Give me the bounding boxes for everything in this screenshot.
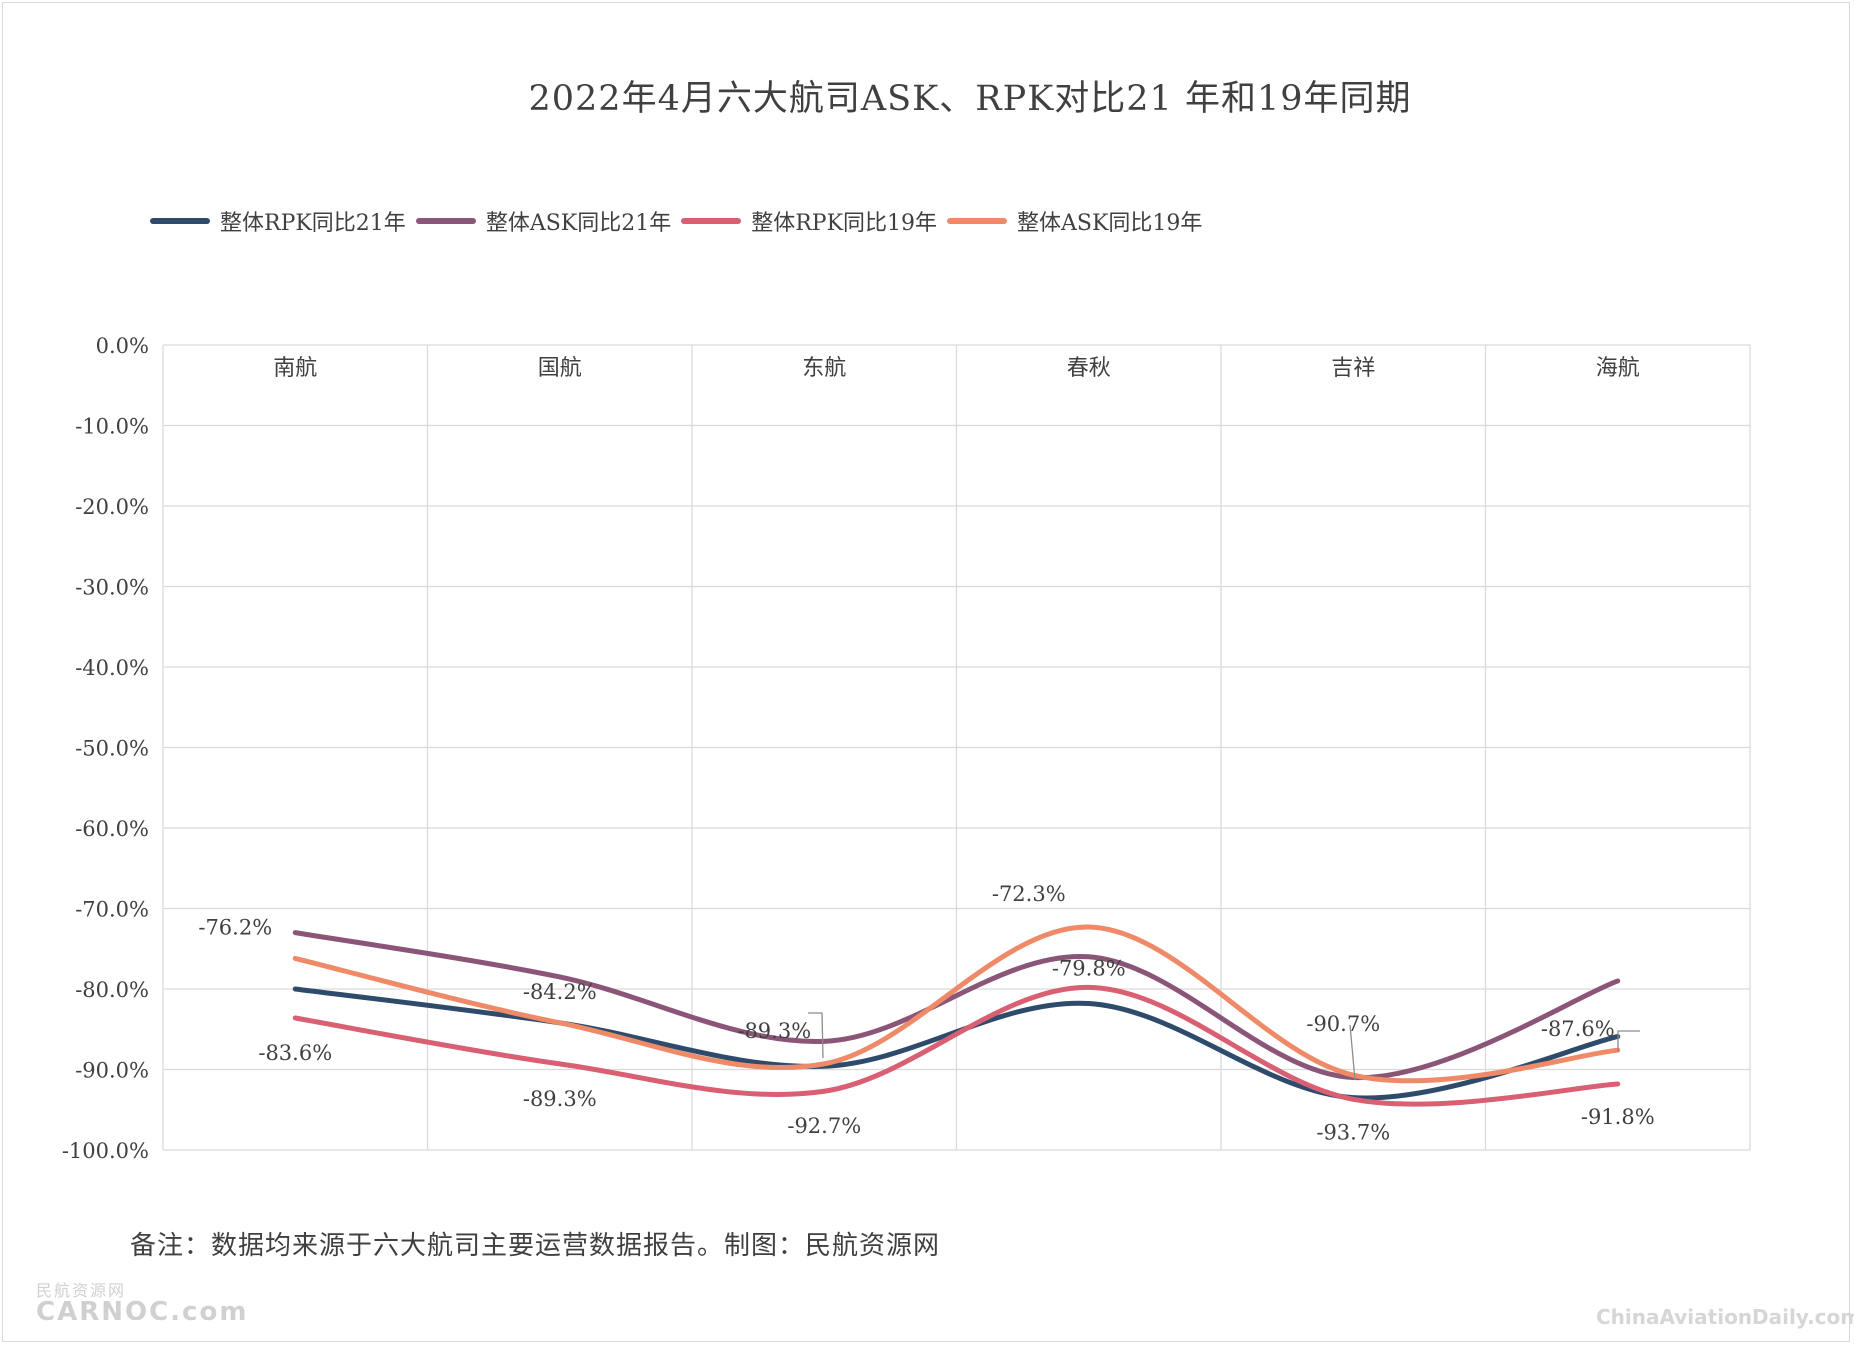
x-tick-label: 东航 [802,356,846,381]
data-point [1615,1081,1620,1086]
data-label: -84.2% [523,980,597,1004]
chart-legend: 整体RPK同比21年 整体ASK同比21年 整体RPK同比19年 整体ASK同比… [150,205,1202,237]
y-tick-label: -50.0% [75,737,149,761]
data-point [557,1020,562,1025]
chart-title: 2022年4月六大航司ASK、RPK对比21 年和19年同期 [528,79,1412,119]
legend-swatch-rpk-21 [150,218,210,224]
series-line-2 [292,930,1621,1081]
x-tick-label: 海航 [1596,356,1640,381]
data-point [1615,978,1620,983]
data-point [1351,1097,1356,1102]
data-label: -76.2% [198,915,272,939]
legend-label-rpk-21: 整体RPK同比21年 [220,211,406,236]
data-point [293,987,298,992]
y-tick-label: -40.0% [75,656,149,680]
series-line-4 [292,924,1621,1084]
data-point [1086,985,1091,990]
data-point [1086,1001,1091,1006]
data-point [1086,925,1091,930]
legend-swatch-ask-19 [947,218,1008,224]
data-point [293,1015,298,1020]
data-point [293,956,298,961]
label-leader-line [1349,1024,1356,1081]
watermark-chinaaviationdaily: ChinaAviationDaily.com [1596,1305,1854,1329]
data-point [822,1089,827,1094]
y-tick-label: -20.0% [75,495,149,519]
data-point [822,1061,827,1066]
data-label: -91.8% [1581,1105,1655,1129]
y-tick-label: 0.0% [96,334,149,358]
y-tick-label: -30.0% [75,576,149,600]
watermark-carnoc-cn: 民航资源网 [36,1281,127,1300]
label-leader-line [1617,1030,1640,1052]
data-point [557,974,562,979]
data-point [293,930,298,935]
legend-label-ask-19: 整体ASK同比19年 [1017,211,1203,236]
legend-item-ask-19: 整体ASK同比19年 [947,205,1202,237]
watermark-carnoc-en: CARNOC.com [36,1297,249,1327]
legend-swatch-ask-21 [415,218,476,224]
x-tick-label: 国航 [538,356,582,381]
watermark-carnoc: 民航资源网 CARNOC.com [36,1281,249,1327]
data-label: -93.7% [1316,1120,1390,1144]
data-label: -92.7% [787,1114,861,1138]
x-tick-label: 春秋 [1067,356,1111,381]
legend-item-rpk-19: 整体RPK同比19年 [681,205,937,237]
footnote: 备注：数据均来源于六大航司主要运营数据报告。制图：民航资源网 [130,1231,941,1261]
data-label: -89.3% [737,1019,811,1043]
data-label: -83.6% [258,1041,332,1065]
y-tick-label: -80.0% [75,978,149,1002]
data-label: -72.3% [992,882,1066,906]
y-tick-label: -100.0% [62,1139,149,1163]
data-label: -89.3% [523,1087,597,1111]
data-point [557,1061,562,1066]
y-tick-label: -60.0% [75,817,149,841]
legend-item-ask-21: 整体ASK同比21年 [415,205,672,237]
legend-label-ask-21: 整体ASK同比21年 [485,211,672,236]
data-label: -87.6% [1541,1017,1615,1041]
y-tick-label: -10.0% [75,415,149,439]
legend-label-rpk-19: 整体RPK同比19年 [751,211,938,236]
y-tick-label: -90.0% [75,1059,149,1083]
legend-swatch-rpk-19 [681,218,742,224]
data-label: -90.7% [1306,1012,1380,1036]
data-label: -79.8% [1052,956,1126,980]
y-tick-label: -70.0% [75,898,149,922]
legend-item-rpk-21: 整体RPK同比21年 [150,205,406,237]
label-leader-line [808,1012,824,1059]
series-line-3 [292,984,1621,1107]
x-tick-label: 吉祥 [1331,356,1375,381]
x-tick-label: 南航 [273,356,317,381]
